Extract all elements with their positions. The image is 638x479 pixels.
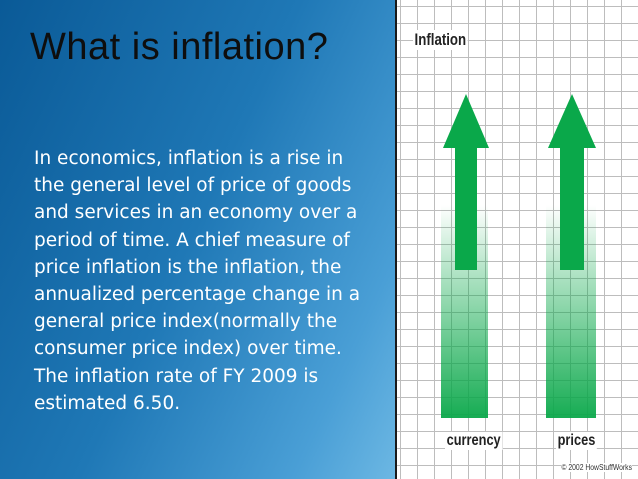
inflation-illustration: Inflation currency prices © 2002 HowStuf… — [395, 0, 638, 479]
prices-up-arrow-icon — [548, 94, 596, 270]
label-prices: prices — [556, 432, 597, 450]
arrows-graphic — [441, 94, 596, 418]
figure-title: Inflation — [413, 30, 468, 50]
slide-title: What is inflation? — [30, 26, 329, 68]
slide-body-text: In economics, inflation is a rise in the… — [34, 148, 361, 414]
copyright-credit: © 2002 HowStuffWorks — [561, 463, 632, 472]
currency-up-arrow-icon — [443, 94, 489, 270]
label-currency: currency — [445, 432, 503, 450]
